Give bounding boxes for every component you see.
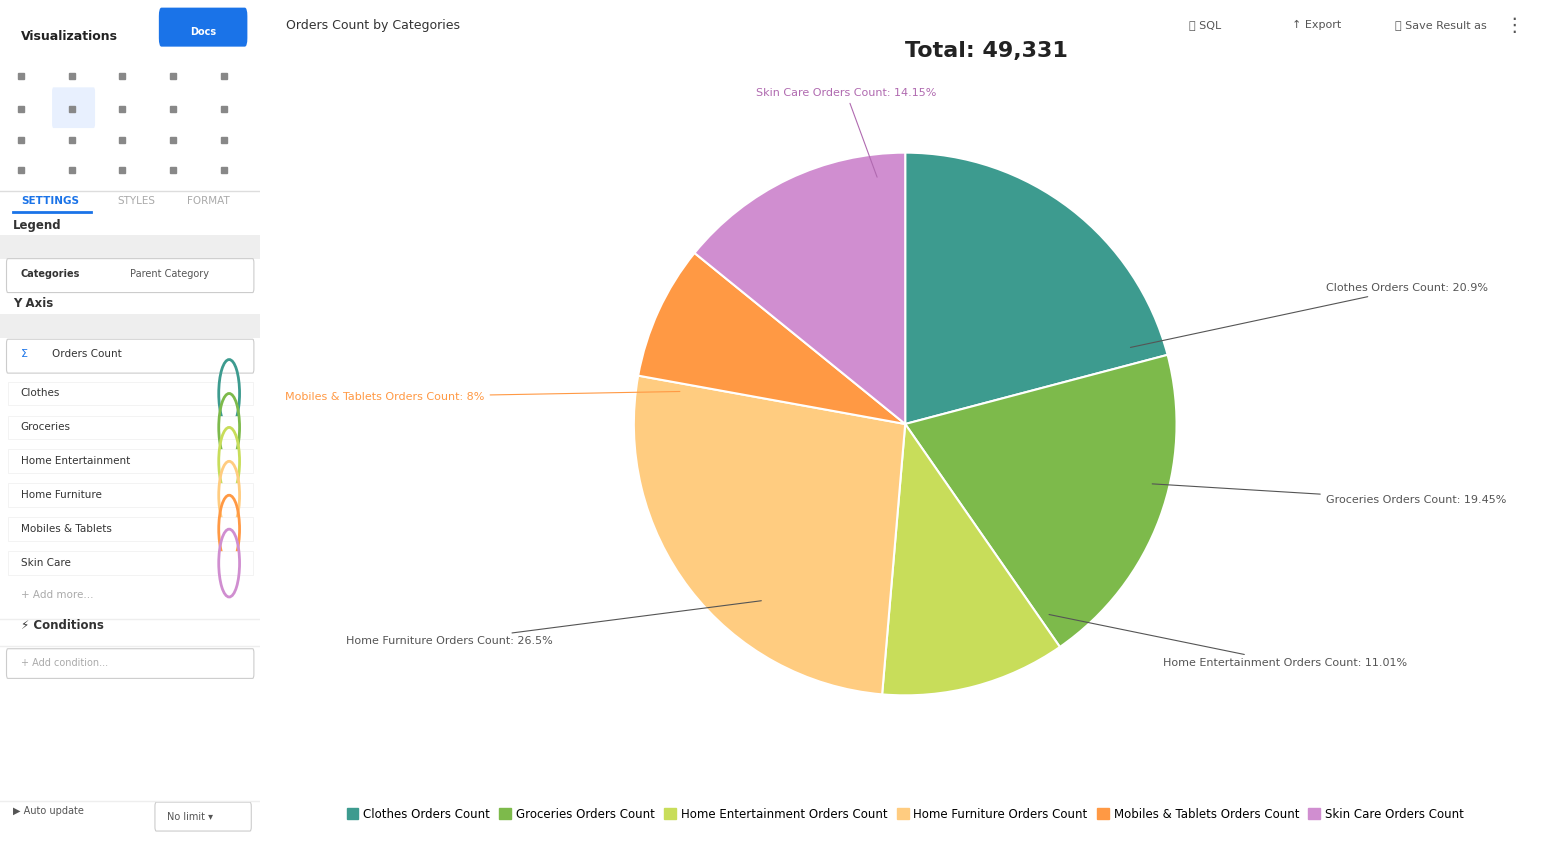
FancyBboxPatch shape bbox=[158, 8, 248, 47]
Text: Parent Category: Parent Category bbox=[130, 269, 209, 279]
Text: Groceries Orders Count: 19.45%: Groceries Orders Count: 19.45% bbox=[1152, 484, 1507, 505]
Wedge shape bbox=[634, 376, 905, 695]
Text: Clothes: Clothes bbox=[20, 388, 60, 399]
FancyBboxPatch shape bbox=[8, 517, 253, 541]
Text: Visualizations: Visualizations bbox=[20, 30, 118, 42]
Text: Orders Count by Categories: Orders Count by Categories bbox=[287, 19, 460, 32]
Text: Total: 49,331: Total: 49,331 bbox=[905, 41, 1068, 61]
Text: Docs: Docs bbox=[191, 27, 215, 37]
Text: ⚡ Conditions: ⚡ Conditions bbox=[20, 619, 104, 633]
Text: No limit ▾: No limit ▾ bbox=[167, 812, 212, 822]
Text: + Add condition...: + Add condition... bbox=[20, 658, 108, 668]
FancyBboxPatch shape bbox=[8, 382, 253, 405]
FancyBboxPatch shape bbox=[0, 314, 260, 338]
FancyBboxPatch shape bbox=[8, 551, 253, 575]
Wedge shape bbox=[694, 153, 905, 424]
Text: Home Furniture Orders Count: 26.5%: Home Furniture Orders Count: 26.5% bbox=[346, 600, 761, 646]
Text: Σ: Σ bbox=[20, 349, 28, 360]
Text: Skin Care Orders Count: 14.15%: Skin Care Orders Count: 14.15% bbox=[756, 88, 936, 177]
FancyBboxPatch shape bbox=[8, 416, 253, 439]
Text: Home Entertainment: Home Entertainment bbox=[20, 456, 130, 466]
FancyBboxPatch shape bbox=[0, 235, 260, 259]
Text: ↑ Export: ↑ Export bbox=[1293, 20, 1341, 31]
Wedge shape bbox=[905, 153, 1167, 424]
Text: 💾 Save Result as: 💾 Save Result as bbox=[1395, 20, 1486, 31]
FancyBboxPatch shape bbox=[155, 802, 251, 831]
Wedge shape bbox=[639, 253, 905, 424]
Text: Categories: Categories bbox=[20, 269, 81, 279]
FancyBboxPatch shape bbox=[6, 259, 254, 293]
Text: Home Entertainment Orders Count: 11.01%: Home Entertainment Orders Count: 11.01% bbox=[1049, 615, 1407, 667]
Text: Orders Count: Orders Count bbox=[53, 349, 122, 360]
FancyBboxPatch shape bbox=[6, 649, 254, 678]
FancyBboxPatch shape bbox=[8, 483, 253, 507]
Wedge shape bbox=[905, 354, 1176, 647]
FancyBboxPatch shape bbox=[6, 339, 254, 373]
Text: Legend: Legend bbox=[12, 219, 62, 232]
Text: ▶ Auto update: ▶ Auto update bbox=[12, 806, 84, 816]
Text: FORMAT: FORMAT bbox=[188, 196, 231, 205]
Text: Clothes Orders Count: 20.9%: Clothes Orders Count: 20.9% bbox=[1130, 283, 1488, 348]
Text: ⋮: ⋮ bbox=[1505, 16, 1524, 35]
Legend: Clothes Orders Count, Groceries Orders Count, Home Entertainment Orders Count, H: Clothes Orders Count, Groceries Orders C… bbox=[343, 804, 1468, 824]
FancyBboxPatch shape bbox=[53, 87, 95, 128]
Text: Y Axis: Y Axis bbox=[12, 297, 53, 310]
Text: STYLES: STYLES bbox=[118, 196, 155, 205]
Text: + Add more...: + Add more... bbox=[20, 590, 93, 600]
Wedge shape bbox=[882, 424, 1060, 695]
Text: ⌔ SQL: ⌔ SQL bbox=[1189, 20, 1221, 31]
Text: Skin Care: Skin Care bbox=[20, 558, 71, 568]
Text: Home Furniture: Home Furniture bbox=[20, 490, 102, 500]
Text: SETTINGS: SETTINGS bbox=[20, 196, 79, 205]
FancyBboxPatch shape bbox=[8, 449, 253, 473]
Text: Mobiles & Tablets Orders Count: 8%: Mobiles & Tablets Orders Count: 8% bbox=[285, 392, 680, 402]
Text: Groceries: Groceries bbox=[20, 422, 71, 432]
Text: Mobiles & Tablets: Mobiles & Tablets bbox=[20, 524, 112, 534]
